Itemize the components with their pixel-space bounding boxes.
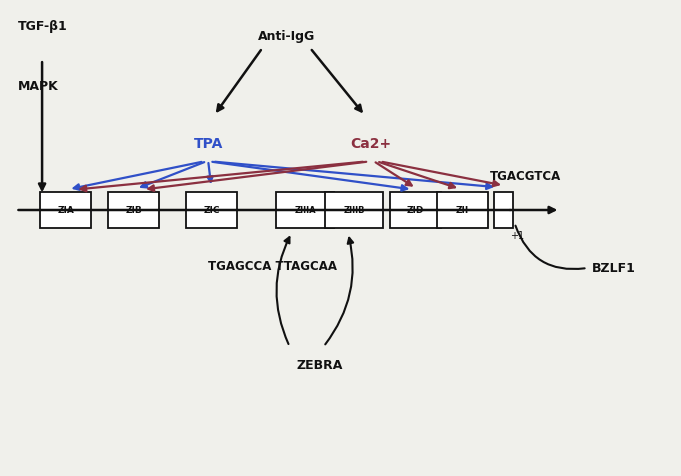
FancyBboxPatch shape [326, 193, 383, 228]
Text: Ca2+: Ca2+ [351, 136, 392, 150]
FancyBboxPatch shape [390, 193, 441, 228]
Text: TGACGTCA: TGACGTCA [490, 169, 561, 182]
FancyBboxPatch shape [186, 193, 237, 228]
Text: MAPK: MAPK [18, 80, 59, 93]
Text: ZIB: ZIB [125, 206, 142, 215]
FancyBboxPatch shape [40, 193, 91, 228]
Text: ZIIIB: ZIIIB [343, 206, 365, 215]
Text: +1: +1 [510, 231, 524, 241]
Text: ZIA: ZIA [57, 206, 74, 215]
Text: ZII: ZII [456, 206, 469, 215]
Text: ZIIIA: ZIIIA [294, 206, 316, 215]
Text: ZEBRA: ZEBRA [296, 359, 343, 372]
Text: TGAGCCA TTAGCAA: TGAGCCA TTAGCAA [208, 259, 337, 272]
Text: ZID: ZID [407, 206, 424, 215]
Text: ZIC: ZIC [204, 206, 220, 215]
Text: Anti-IgG: Anti-IgG [257, 30, 315, 43]
Text: TGF-β1: TGF-β1 [18, 20, 68, 33]
FancyBboxPatch shape [494, 193, 513, 228]
Text: BZLF1: BZLF1 [591, 262, 635, 275]
FancyBboxPatch shape [108, 193, 159, 228]
FancyBboxPatch shape [437, 193, 488, 228]
FancyBboxPatch shape [276, 193, 334, 228]
Text: TPA: TPA [193, 136, 223, 150]
